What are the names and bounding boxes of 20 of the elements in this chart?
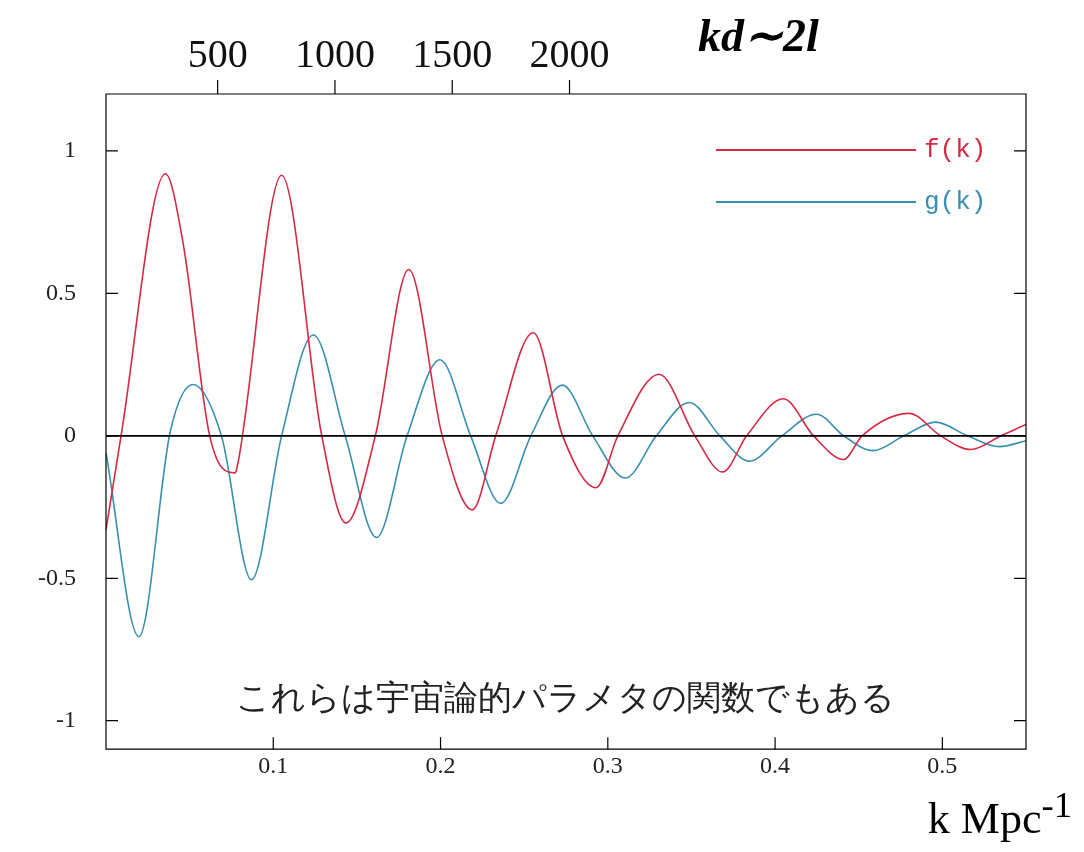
- y-tick-label: -1: [55, 706, 76, 733]
- y-tick-label: 1: [63, 136, 76, 163]
- x2-tick-label: 2000: [529, 30, 610, 76]
- x-tick-label: 0.5: [927, 751, 958, 778]
- x2-tick-label: 1000: [294, 30, 375, 76]
- x2-axis-title: kd∼2l: [698, 9, 819, 62]
- text: g(k): [924, 186, 987, 217]
- annotation: これらは宇宙論的パラメタの関数でもある: [236, 677, 896, 718]
- x2-tick-label: 1500: [412, 30, 493, 76]
- y-tick-label: 0: [63, 421, 76, 448]
- x-tick-label: 0.4: [760, 751, 791, 778]
- x-tick-label: 0.1: [258, 751, 289, 778]
- y-tick-label: -0.5: [37, 563, 76, 590]
- y-tick-label: 0.5: [45, 278, 76, 305]
- line-series: [105, 334, 1026, 638]
- x-tick-label: 0.3: [592, 751, 623, 778]
- text: f(k): [924, 134, 987, 165]
- x-axis-title: k Mpc$^{-1}$: [927, 783, 1072, 844]
- x-tick-label: 0.2: [425, 751, 456, 778]
- x2-tick-label: 500: [187, 30, 248, 76]
